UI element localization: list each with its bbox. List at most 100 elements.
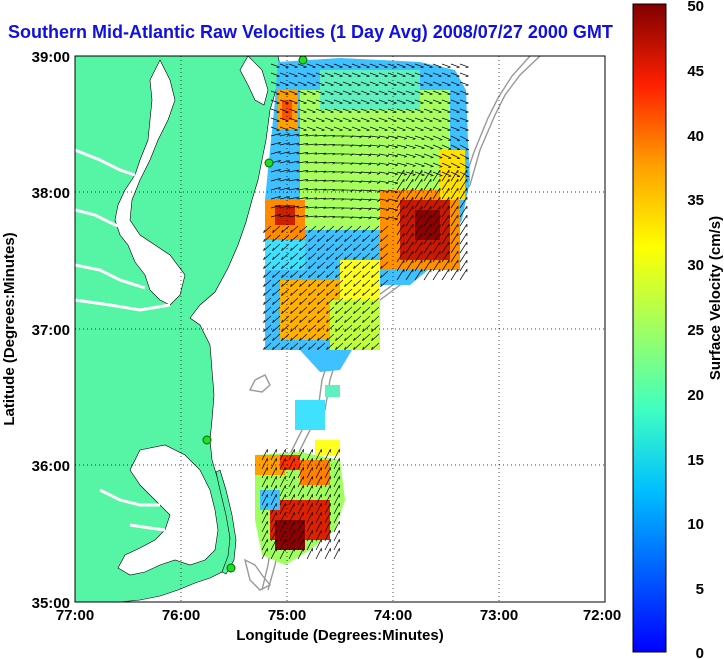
velocity-arrow-head [305, 152, 309, 155]
velocity-arrow-head [305, 206, 309, 209]
velocity-arrow [315, 449, 322, 461]
velocity-arrow-head [305, 143, 309, 146]
velocity-arrow-head [412, 147, 416, 149]
velocity-arrow-head [321, 102, 325, 105]
velocity-arrow-head [339, 84, 343, 87]
velocity-arrow [450, 241, 459, 254]
velocity-arrow-head [371, 337, 373, 341]
velocity-arrow [270, 530, 277, 542]
velocity-arrow [414, 187, 423, 200]
velocity-arrow-head [281, 310, 283, 314]
velocity-arrow [396, 250, 405, 263]
velocity-arrow [333, 530, 340, 542]
velocity-arrow-head [330, 129, 334, 132]
delaware-bay [239, 56, 269, 106]
velocity-arrow [459, 90, 469, 95]
velocity-arrow [315, 530, 322, 542]
velocity-arrow [441, 178, 450, 191]
velocity-arrow [369, 126, 379, 131]
colorbar-tick-label: 10 [687, 516, 704, 533]
velocity-arrow [360, 72, 370, 77]
velocity-arrow [362, 225, 371, 234]
velocity-arrow [450, 135, 461, 141]
velocity-arrow [371, 288, 380, 297]
velocity-arrow-head [276, 66, 280, 69]
velocity-arrow [369, 153, 380, 156]
velocity-arrow-head [411, 129, 415, 132]
velocity-arrow [459, 99, 469, 104]
velocity-arrow [423, 108, 433, 113]
figure-title: Southern Mid-Atlantic Raw Velocities (1 … [8, 22, 613, 42]
velocity-arrow-head [402, 111, 406, 114]
velocity-arrow-head [438, 84, 442, 87]
velocity-arrow-head [344, 247, 346, 251]
velocity-arrow [306, 90, 316, 95]
velocity-arrow [324, 144, 336, 146]
velocity-arrow-head [420, 129, 424, 132]
velocity-arrow [306, 63, 316, 68]
velocity-arrow [335, 243, 344, 252]
velocity-arrow [324, 207, 336, 209]
velocity-arrow [270, 205, 281, 209]
velocity-arrow [261, 494, 268, 506]
velocity-arrow-head [308, 274, 310, 278]
velocity-arrow [279, 205, 290, 209]
velocity-arrow [360, 189, 372, 192]
y-tick-labels: 39:00 38:00 37:00 36:00 35:00 [32, 49, 70, 612]
velocity-arrow [324, 548, 331, 560]
velocity-arrow-head [411, 75, 415, 78]
velocity-arrow [297, 152, 308, 155]
velocity-arrow [288, 99, 298, 104]
velocity-arrow-head [326, 319, 328, 323]
velocity-arrow [272, 288, 281, 297]
velocity-arrow-head [380, 229, 382, 233]
velocity-arrow [270, 485, 277, 497]
velocity-arrow [378, 162, 389, 166]
velocity-arrow [459, 126, 469, 131]
velocity-arrow [326, 333, 335, 342]
velocity-arrow [441, 72, 451, 77]
velocity-arrow [387, 63, 397, 68]
velocity-arrow-head [314, 215, 318, 218]
velocity-arrow [324, 63, 334, 68]
velocity-arrow-head [429, 129, 433, 132]
velocity-arrow [450, 232, 459, 245]
velocity-arrow-head [350, 171, 354, 175]
velocity-arrow [362, 252, 371, 261]
velocity-arrow-head [394, 155, 398, 158]
velocity-arrow-head [285, 129, 289, 132]
velocity-arrow-head [263, 301, 265, 305]
velocity-arrow [333, 449, 340, 461]
velocity-arrow [423, 214, 432, 227]
velocity-arrow-head [326, 337, 328, 341]
velocity-arrow [270, 214, 281, 218]
velocity-arrow [353, 261, 362, 270]
velocity-arrow [459, 232, 468, 245]
velocity-arrow-head [323, 206, 327, 210]
velocity-arrow [342, 99, 352, 104]
velocity-arrow [450, 117, 460, 122]
velocity-arrow [362, 297, 371, 306]
velocity-arrow [333, 476, 340, 488]
velocity-arrow-head [326, 346, 328, 350]
velocity-arrow-head [339, 102, 343, 105]
velocity-arrow [441, 205, 450, 218]
velocity-arrow [432, 259, 441, 272]
velocity-arrow [342, 63, 352, 68]
velocity-arrow-head [366, 75, 370, 78]
velocity-arrow [441, 250, 450, 263]
velocity-arrow [344, 306, 353, 315]
velocity-arrow-head [353, 346, 355, 350]
velocity-arrow [297, 63, 307, 68]
velocity-arrow [297, 143, 308, 146]
velocity-arrow-head [359, 199, 363, 202]
velocity-arrow [371, 225, 380, 234]
velocity-arrow [270, 539, 277, 551]
velocity-arrow-head [371, 346, 373, 350]
velocity-arrow-head [272, 274, 274, 278]
velocity-arrow-head [335, 229, 337, 233]
velocity-arrow-head [272, 265, 274, 269]
velocity-arrow-head [362, 283, 364, 287]
velocity-arrow-head [380, 283, 382, 287]
velocity-arrow [459, 187, 468, 200]
